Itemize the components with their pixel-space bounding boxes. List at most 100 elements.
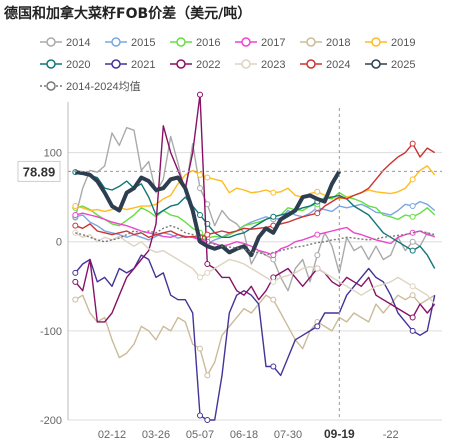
data-point [409,292,416,299]
data-point [197,171,203,178]
data-point [409,247,416,254]
data-point [204,417,211,423]
legend-item[interactable]: 2023 [235,59,285,71]
data-point [197,211,203,218]
legend-marker [306,59,316,69]
data-point [72,269,79,276]
data-point [270,296,277,303]
y-tick-label: -100 [40,326,62,338]
data-point [270,363,277,370]
legend-marker [46,59,56,69]
legend-item[interactable]: 2017 [235,37,285,49]
highlight-marker: 78.89 [17,108,442,420]
data-point [314,252,321,259]
data-point [197,91,203,98]
legend-label: 2025 [391,59,415,71]
series-line [75,191,436,239]
legend-label: 2015 [131,37,155,49]
y-axis: 100 0 -100 -200 [40,102,69,427]
legend-item[interactable]: 2015 [105,37,155,49]
series-line [74,232,436,305]
x-tick-label: 06-18 [230,429,258,441]
data-point [314,265,321,272]
x-tick-label: 07-30 [274,429,302,441]
x-tick-label: 02-12 [98,429,126,441]
legend-item[interactable]: 2014-2024均值 [40,80,141,93]
legend: 2014 2015 2016 2017 2018 2019 2020 2021 2022 2023… [40,37,415,93]
legend-label: 2022 [196,59,220,71]
y-tick-label: 100 [44,148,62,160]
x-tick-label: 05-07 [186,429,214,441]
legend-label: 2016 [196,37,220,49]
legend-item[interactable]: 2021 [105,59,155,71]
legend-marker [46,37,56,47]
legend-item[interactable]: 2019 [365,37,415,49]
data-point [197,274,203,281]
data-point [72,296,79,303]
series-line [75,165,436,213]
data-point [197,185,203,192]
legend-item[interactable]: 2024 [300,59,350,71]
data-point [270,252,277,259]
data-point [270,278,277,285]
chart-title: 德国和加拿大菜籽FOB价差（美元/吨） [4,6,252,22]
data-point [409,176,416,183]
series-line [75,170,342,258]
legend-item[interactable]: 2016 [170,37,220,49]
value-badge-label: 78.89 [23,164,56,179]
legend-label: 2023 [261,59,285,71]
grid-lines [68,152,442,421]
data-point [314,188,321,195]
legend-label: 2019 [391,37,415,49]
data-point [314,231,321,238]
y-tick-label: 0 [56,237,62,249]
data-point [204,231,211,238]
series-lines [72,91,436,423]
legend-marker [111,37,121,47]
data-point [409,283,416,290]
legend-marker [176,37,186,47]
data-point [409,314,416,321]
x-axis: 02-12 03-26 05-07 06-18 07-30 09-19 -22 [98,427,399,441]
legend-item[interactable]: 2022 [170,59,220,71]
legend-marker [241,37,251,47]
legend-label: 2017 [261,37,285,49]
data-point [270,213,277,220]
legend-item[interactable]: 2020 [40,59,90,71]
series-line [74,93,436,323]
data-point [72,203,79,210]
data-point [314,323,321,330]
legend-label: 2014-2024均值 [66,80,141,93]
x-tick-label: 03-26 [142,429,170,441]
legend-marker [241,59,251,69]
legend-item[interactable]: 2014 [40,37,90,49]
data-point [270,189,277,196]
data-point [197,412,203,419]
value-badge [17,160,61,182]
series-line [74,254,436,421]
data-point [72,222,79,229]
y-tick-label: -200 [40,415,62,427]
data-point [204,174,211,181]
series-line [75,224,435,256]
data-point [409,203,416,210]
data-point [72,278,79,285]
data-point [409,327,416,334]
data-point [409,140,416,147]
data-point [409,238,416,245]
legend-marker [176,59,186,69]
legend-item[interactable]: 2018 [300,37,350,49]
legend-label: 2021 [131,59,155,71]
legend-marker [46,81,56,91]
legend-label: 2024 [326,59,350,71]
legend-marker [371,59,381,69]
data-point [204,261,211,267]
data-point [409,213,416,220]
data-point [314,210,321,217]
legend-item[interactable]: 2025 [365,59,415,71]
legend-marker [306,37,316,47]
data-point [204,372,211,379]
data-point [72,211,79,218]
data-point [204,269,211,276]
